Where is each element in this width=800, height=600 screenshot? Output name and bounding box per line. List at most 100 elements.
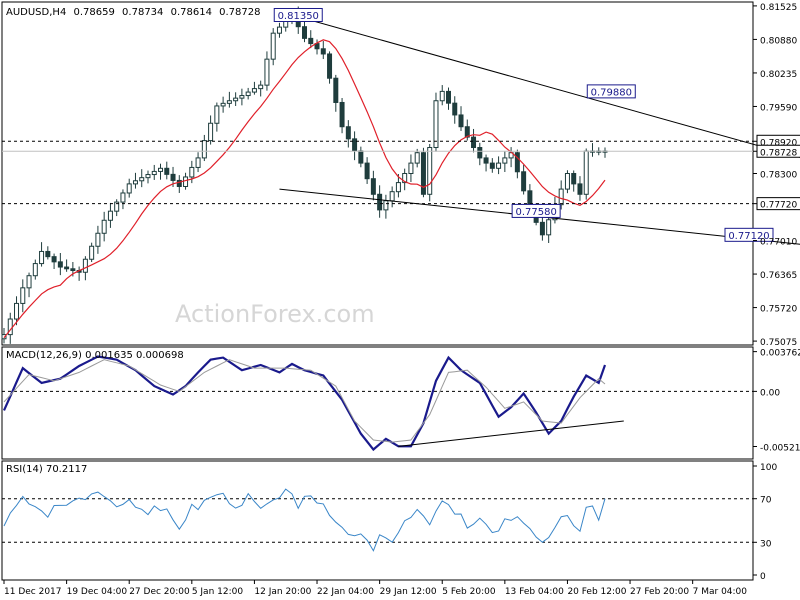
timeframe-label: H4 (52, 7, 66, 18)
price-y-tick-label: 0.81525 (760, 3, 797, 13)
candle (245, 87, 251, 100)
x-tick-label: 13 Feb 04:00 (505, 587, 564, 597)
candle-body (20, 287, 26, 304)
candle-body (395, 182, 401, 193)
candle-body (364, 162, 370, 180)
candle-body (420, 152, 426, 195)
candle-body (145, 174, 151, 179)
macd-trendline (398, 420, 624, 447)
macd-title: MACD(12,26,9) 0.001635 0.000698 (6, 350, 184, 361)
candle (270, 28, 276, 66)
candle-body (564, 173, 570, 190)
macd-signal-line (3, 359, 606, 443)
candle-body (339, 101, 345, 128)
candle-body (439, 90, 445, 102)
candle (120, 189, 126, 210)
candle (464, 119, 470, 141)
candle (308, 30, 314, 49)
candle-body (214, 105, 220, 124)
candle (95, 225, 101, 254)
candle-body (402, 173, 408, 184)
price-y-tag (756, 144, 800, 158)
candle (439, 85, 445, 106)
candle-body (239, 95, 245, 99)
candle-body (176, 179, 182, 187)
candle (539, 213, 545, 241)
price-y-tick-label: 0.77720 (760, 201, 797, 211)
price-annotation: 0.81350 (273, 7, 323, 22)
candle (471, 128, 477, 153)
candle (458, 106, 464, 131)
candle (264, 51, 270, 91)
price-y-tag (756, 197, 800, 211)
candle-body (89, 245, 95, 260)
macd-y-tick-label: -0.005216 (760, 443, 800, 453)
candle (370, 170, 376, 201)
price-annotation-text: 0.81350 (278, 11, 319, 22)
price-annotation-box (586, 84, 636, 99)
candle (32, 259, 38, 280)
price-annotation-box (511, 203, 561, 218)
candle-body (502, 157, 508, 164)
candle (521, 164, 527, 195)
price-y-tick-label: 0.80880 (760, 36, 797, 46)
candle-body (483, 157, 489, 164)
price-annotation-text: 0.77580 (515, 207, 556, 218)
candle-body (151, 170, 157, 176)
candle (239, 88, 245, 106)
candle (101, 211, 107, 242)
price-y-tick-label: 0.78300 (760, 171, 797, 181)
candle (383, 194, 389, 219)
price-y-tick-label: 0.80235 (760, 70, 797, 80)
candle (364, 157, 370, 184)
rsi-panel-frame (1, 460, 754, 581)
price-y-tick-label: 0.76365 (760, 271, 797, 281)
candle-body (120, 192, 126, 203)
candle-body (264, 58, 270, 86)
candle (333, 74, 339, 112)
candle-body (320, 48, 326, 55)
candle (251, 81, 257, 95)
candle-body (489, 162, 495, 169)
candle (433, 92, 439, 152)
candle (496, 156, 502, 175)
price-y-tick-label: 0.75720 (760, 305, 797, 315)
candle-body (70, 268, 76, 272)
candle (508, 147, 514, 168)
candle-body (302, 26, 308, 39)
candle-body (389, 191, 395, 202)
candle (176, 175, 182, 193)
candle-body (358, 150, 364, 164)
candle (339, 98, 345, 134)
candle-body (251, 88, 257, 93)
candle-body (270, 32, 276, 60)
candle (132, 172, 138, 189)
candle-body (26, 275, 32, 289)
candle-body (51, 256, 57, 263)
candle (427, 143, 433, 202)
candle-body (352, 138, 358, 152)
candle-body (345, 126, 351, 140)
candle (589, 143, 595, 157)
open-value: 0.78659 (74, 7, 115, 18)
candle-body (383, 200, 389, 211)
candle (39, 242, 45, 267)
price-annotation: 0.77120 (724, 227, 774, 242)
candle-body (577, 183, 583, 195)
x-tick-label: 29 Jan 12:00 (380, 587, 437, 597)
candle-body (276, 26, 282, 34)
macd-y-tick-label: 0.00 (760, 388, 780, 398)
candle-body (539, 221, 545, 236)
chart-header: AUDUSD,H4 0.78659 0.78734 0.78614 0.7872… (6, 7, 261, 18)
watermark: ActionForex.com (175, 300, 375, 328)
candle-body (327, 53, 333, 79)
candle-body (39, 250, 45, 265)
candle-body (333, 77, 339, 103)
candle-body (583, 150, 589, 195)
macd-panel-frame (1, 346, 754, 460)
candle-body (201, 140, 207, 159)
rsi-y-tick-label: 30 (760, 539, 772, 549)
price-annotation-text: 0.79880 (591, 87, 632, 98)
candle (164, 161, 170, 180)
